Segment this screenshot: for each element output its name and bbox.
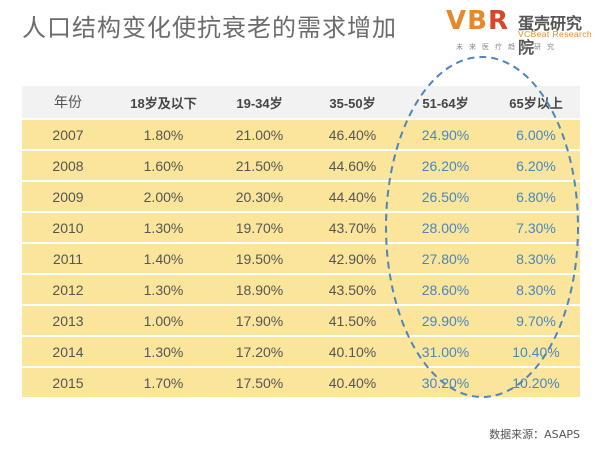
logo-name-cn: 蛋壳研究院 bbox=[518, 14, 583, 57]
table-row: 2008 1.60% 21.50% 44.60% 26.20% 6.20% bbox=[22, 149, 580, 181]
table-row: 2010 1.30% 19.70% 43.70% 28.00% 7.30% bbox=[22, 211, 580, 243]
percent-cell: 10.20% bbox=[492, 366, 580, 397]
percent-cell: 29.90% bbox=[399, 304, 492, 336]
year-cell: 2009 bbox=[22, 180, 114, 212]
percent-cell: 26.20% bbox=[399, 149, 492, 181]
year-cell: 2013 bbox=[22, 304, 114, 336]
percent-cell: 19.50% bbox=[213, 242, 306, 274]
percent-cell: 30.20% bbox=[399, 366, 492, 397]
percent-cell: 40.40% bbox=[306, 366, 399, 397]
percent-cell: 6.00% bbox=[492, 118, 580, 150]
percent-cell: 26.50% bbox=[399, 180, 492, 212]
year-cell: 2007 bbox=[22, 118, 114, 150]
percent-cell: 27.80% bbox=[399, 242, 492, 274]
percent-cell: 8.30% bbox=[492, 273, 580, 305]
percent-cell: 1.30% bbox=[114, 335, 213, 367]
percent-cell: 18.90% bbox=[213, 273, 306, 305]
percent-cell: 40.10% bbox=[306, 335, 399, 367]
percent-cell: 41.50% bbox=[306, 304, 399, 336]
percent-cell: 7.30% bbox=[492, 211, 580, 243]
percent-cell: 8.30% bbox=[492, 242, 580, 274]
header-65-plus: 65岁以上 bbox=[492, 86, 580, 120]
percent-cell: 1.00% bbox=[114, 304, 213, 336]
percent-cell: 19.70% bbox=[213, 211, 306, 243]
percent-cell: 28.00% bbox=[399, 211, 492, 243]
page-title: 人口结构变化使抗衰老的需求增加 bbox=[22, 14, 397, 42]
percent-cell: 1.80% bbox=[114, 118, 213, 150]
percent-cell: 42.90% bbox=[306, 242, 399, 274]
percent-cell: 44.40% bbox=[306, 180, 399, 212]
percent-cell: 17.20% bbox=[213, 335, 306, 367]
percent-cell: 2.00% bbox=[114, 180, 213, 212]
percent-cell: 17.50% bbox=[213, 366, 306, 397]
percent-cell: 31.00% bbox=[399, 335, 492, 367]
logo-tagline: 未来医疗趋势研究 bbox=[456, 43, 560, 51]
percent-cell: 6.20% bbox=[492, 149, 580, 181]
percent-cell: 17.90% bbox=[213, 304, 306, 336]
year-cell: 2008 bbox=[22, 149, 114, 181]
percent-cell: 1.30% bbox=[114, 211, 213, 243]
table-row: 2011 1.40% 19.50% 42.90% 27.80% 8.30% bbox=[22, 242, 580, 274]
table-header-row: 年份 18岁及以下 19-34岁 35-50岁 51-64岁 65岁以上 bbox=[22, 86, 580, 120]
header-year: 年份 bbox=[22, 86, 114, 120]
percent-cell: 1.30% bbox=[114, 273, 213, 305]
table-row: 2012 1.30% 18.90% 43.50% 28.60% 8.30% bbox=[22, 273, 580, 305]
percent-cell: 28.60% bbox=[399, 273, 492, 305]
percent-cell: 1.70% bbox=[114, 366, 213, 397]
age-structure-table: 年份 18岁及以下 19-34岁 35-50岁 51-64岁 65岁以上 200… bbox=[22, 86, 580, 397]
percent-cell: 43.50% bbox=[306, 273, 399, 305]
table-row: 2013 1.00% 17.90% 41.50% 29.90% 9.70% bbox=[22, 304, 580, 336]
percent-cell: 44.60% bbox=[306, 149, 399, 181]
percent-cell: 24.90% bbox=[399, 118, 492, 150]
header-19-34: 19-34岁 bbox=[213, 86, 306, 120]
percent-cell: 6.80% bbox=[492, 180, 580, 212]
percent-cell: 10.40% bbox=[492, 335, 580, 367]
header-51-64: 51-64岁 bbox=[399, 86, 492, 120]
data-source: 数据来源：ASAPS bbox=[489, 428, 580, 441]
percent-cell: 1.60% bbox=[114, 149, 213, 181]
year-cell: 2014 bbox=[22, 335, 114, 367]
percent-cell: 46.40% bbox=[306, 118, 399, 150]
table-row: 2014 1.30% 17.20% 40.10% 31.00% 10.40% bbox=[22, 335, 580, 367]
table-row: 2009 2.00% 20.30% 44.40% 26.50% 6.80% bbox=[22, 180, 580, 212]
percent-cell: 20.30% bbox=[213, 180, 306, 212]
year-cell: 2011 bbox=[22, 242, 114, 274]
percent-cell: 21.50% bbox=[213, 149, 306, 181]
header-35-50: 35-50岁 bbox=[306, 86, 399, 120]
age-structure-table-container: 年份 18岁及以下 19-34岁 35-50岁 51-64岁 65岁以上 200… bbox=[22, 86, 580, 397]
table-row: 2007 1.80% 21.00% 46.40% 24.90% 6.00% bbox=[22, 118, 580, 150]
year-cell: 2012 bbox=[22, 273, 114, 305]
percent-cell: 21.00% bbox=[213, 118, 306, 150]
year-cell: 2015 bbox=[22, 366, 114, 397]
logo-name-en: VCBeat Research bbox=[518, 29, 593, 39]
header-under-18: 18岁及以下 bbox=[114, 86, 213, 120]
percent-cell: 9.70% bbox=[492, 304, 580, 336]
year-cell: 2010 bbox=[22, 211, 114, 243]
percent-cell: 1.40% bbox=[114, 242, 213, 274]
percent-cell: 43.70% bbox=[306, 211, 399, 243]
table-row: 2015 1.70% 17.50% 40.40% 30.20% 10.20% bbox=[22, 366, 580, 397]
